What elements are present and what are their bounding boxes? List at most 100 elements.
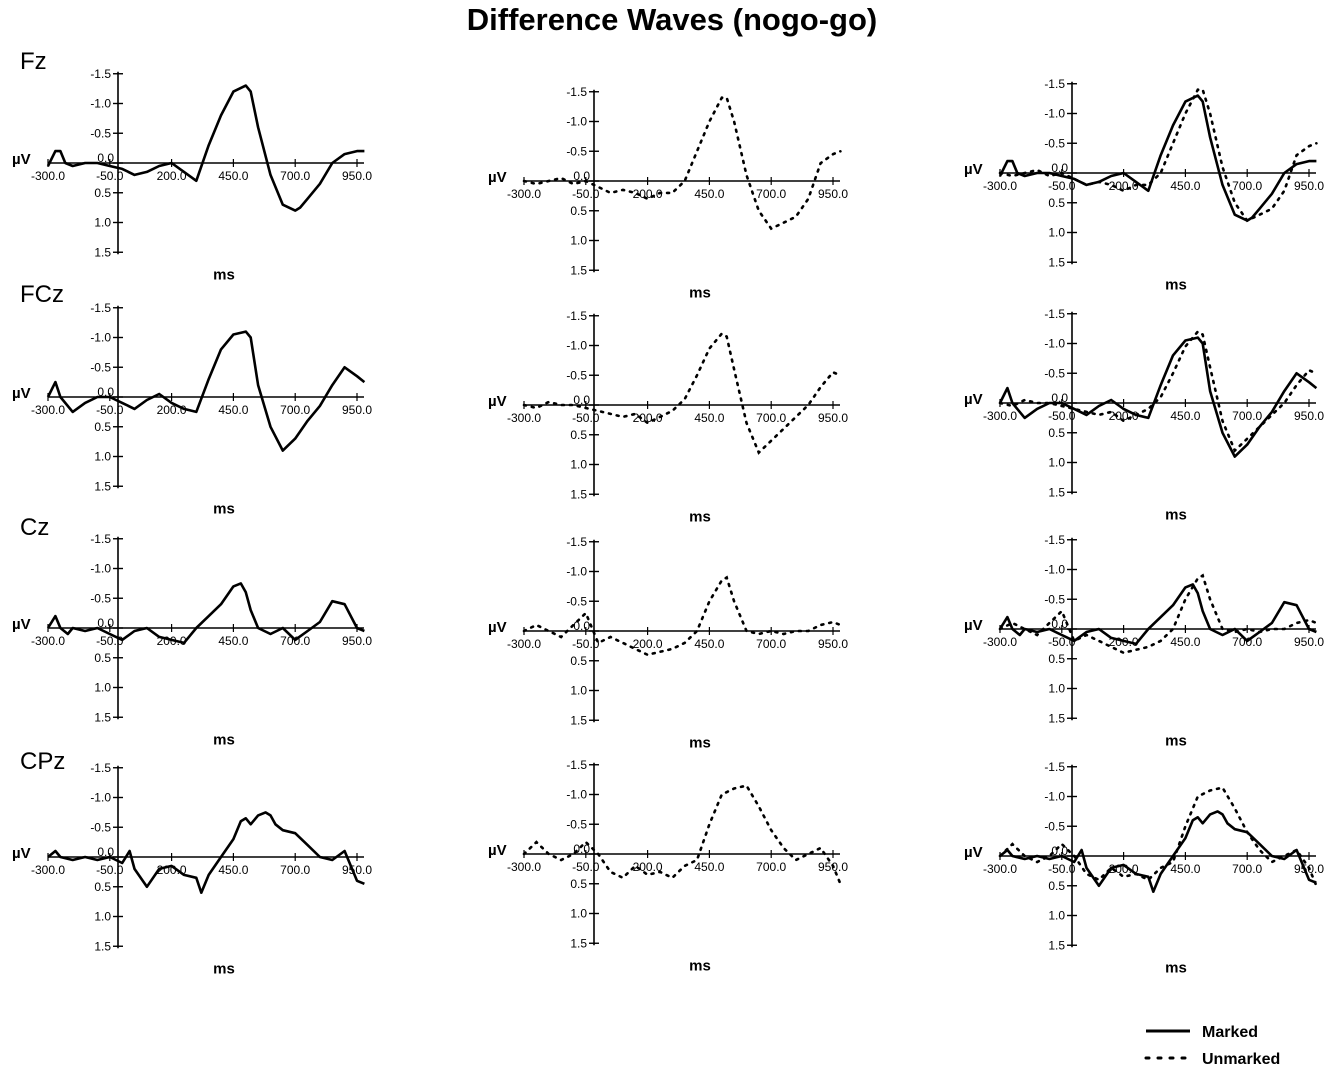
legend-label-unmarked: Unmarked bbox=[1202, 1051, 1280, 1067]
y-axis-label: µV bbox=[488, 619, 507, 636]
series-unmarked-line bbox=[998, 88, 1318, 223]
y-tick-label: 1.0 bbox=[94, 681, 111, 695]
y-tick-label: -1.5 bbox=[1044, 77, 1065, 91]
x-tick-label: 950.0 bbox=[342, 403, 372, 417]
y-axis-label: µV bbox=[488, 169, 507, 186]
y-tick-label: -1.5 bbox=[90, 301, 111, 315]
chart-title: Difference Waves (nogo-go) bbox=[466, 2, 878, 37]
x-tick-label: -300.0 bbox=[983, 635, 1017, 649]
y-tick-label: -1.5 bbox=[1044, 307, 1065, 321]
y-tick-label: 1.0 bbox=[1048, 682, 1065, 696]
y-tick-label: -1.0 bbox=[566, 339, 587, 353]
x-tick-label: -300.0 bbox=[31, 863, 65, 877]
panel-fz-2: -1.5-1.0-0.50.00.51.01.5-300.0 -50.0 200.0… bbox=[488, 85, 848, 302]
y-tick-label: 0.0 bbox=[1051, 161, 1068, 175]
row-label-cpz: CPz bbox=[20, 748, 66, 775]
panel-fcz-1: -1.5-1.0-0.50.00.51.01.5-300.0 -50.0 200.0… bbox=[12, 301, 372, 518]
x-tick-label: 200.0 bbox=[633, 860, 663, 874]
y-tick-label: -0.5 bbox=[1044, 366, 1065, 380]
y-tick-label: -0.5 bbox=[90, 360, 111, 374]
y-tick-label: -1.0 bbox=[1044, 107, 1065, 121]
y-tick-label: 1.5 bbox=[570, 263, 587, 277]
y-axis-label: µV bbox=[12, 616, 31, 633]
y-tick-label: 1.5 bbox=[570, 936, 587, 950]
y-tick-label: 1.0 bbox=[570, 907, 587, 921]
y-axis-label: µV bbox=[488, 393, 507, 410]
x-tick-label: -300.0 bbox=[983, 862, 1017, 876]
x-tick-label: 950.0 bbox=[1294, 635, 1324, 649]
y-tick-label: 0.5 bbox=[570, 428, 587, 442]
panel-cz-2: -1.5 -1.0 -0.5 0.0 0.5 1.0 1.5 -300.0 -50.0 200.0… bbox=[488, 535, 848, 752]
series-marked-line bbox=[46, 330, 366, 452]
x-tick-label: -50.0 bbox=[96, 634, 124, 648]
x-axis-label: ms bbox=[1165, 732, 1187, 749]
x-tick-label: 950.0 bbox=[818, 411, 848, 425]
x-axis-label: ms bbox=[1165, 276, 1187, 293]
y-tick-label: -1.0 bbox=[566, 788, 587, 802]
series-unmarked-line bbox=[998, 786, 1318, 888]
x-tick-label: -300.0 bbox=[507, 860, 541, 874]
panel-fcz-3: -1.5-1.0-0.50.00.51.01.5-300.0 -50.0 200.0… bbox=[964, 307, 1324, 524]
y-axis-label: µV bbox=[488, 842, 507, 859]
x-tick-label: 950.0 bbox=[342, 169, 372, 183]
y-tick-label: -1.5 bbox=[566, 309, 587, 323]
x-tick-label: 700.0 bbox=[1232, 862, 1262, 876]
x-tick-label: 700.0 bbox=[280, 403, 310, 417]
y-axis-label: µV bbox=[964, 844, 983, 861]
x-tick-label: 200.0 bbox=[633, 411, 663, 425]
row-label-cz: Cz bbox=[20, 514, 50, 541]
x-tick-label: 700.0 bbox=[1232, 409, 1262, 423]
y-tick-label: -1.0 bbox=[90, 331, 111, 345]
y-axis-label: µV bbox=[12, 151, 31, 168]
y-tick-label: 0.0 bbox=[573, 393, 590, 407]
y-tick-label: 1.5 bbox=[1048, 485, 1065, 499]
y-tick-label: 1.5 bbox=[1048, 711, 1065, 725]
legend-label-marked: Marked bbox=[1202, 1024, 1258, 1041]
y-tick-label: -0.5 bbox=[566, 817, 587, 831]
x-tick-label: 450.0 bbox=[1170, 635, 1200, 649]
x-axis-label: ms bbox=[1165, 959, 1187, 976]
x-tick-label: 450.0 bbox=[218, 863, 248, 877]
series-unmarked-line bbox=[522, 575, 842, 657]
x-tick-label: -300.0 bbox=[983, 179, 1017, 193]
x-tick-label: 700.0 bbox=[1232, 179, 1262, 193]
y-tick-label: -1.0 bbox=[1044, 337, 1065, 351]
x-tick-label: 450.0 bbox=[694, 411, 724, 425]
x-tick-label: -50.0 bbox=[1048, 179, 1076, 193]
y-tick-label: 1.5 bbox=[570, 713, 587, 727]
panel-cz-1: -1.5-1.0-0.50.00.51.01.5-300.0 -50.0 200.0… bbox=[12, 532, 372, 749]
x-tick-label: 200.0 bbox=[633, 187, 663, 201]
y-tick-label: -1.5 bbox=[1044, 760, 1065, 774]
x-axis-label: ms bbox=[1165, 506, 1187, 523]
x-tick-label: 700.0 bbox=[280, 169, 310, 183]
x-tick-label: -50.0 bbox=[96, 863, 124, 877]
panel-fz-3: -1.5 -1.0 -0.5 0.0 0.5 1.0 1.5 -300.0 -50.0 200.0… bbox=[964, 77, 1324, 294]
x-tick-label: 200.0 bbox=[157, 403, 187, 417]
x-tick-label: -50.0 bbox=[572, 860, 600, 874]
x-tick-label: 450.0 bbox=[1170, 862, 1200, 876]
x-tick-label: 450.0 bbox=[1170, 409, 1200, 423]
x-tick-label: 700.0 bbox=[756, 411, 786, 425]
series-marked-line bbox=[46, 84, 365, 212]
y-tick-label: 1.5 bbox=[94, 479, 111, 493]
x-tick-label: -50.0 bbox=[572, 187, 600, 201]
x-axis-label: ms bbox=[213, 731, 235, 748]
y-axis-label: µV bbox=[964, 161, 983, 178]
panel-cpz-2: -1.5-1.0-0.50.00.51.01.5-300.0 -50.0 200.0… bbox=[488, 758, 848, 975]
x-tick-label: -300.0 bbox=[31, 169, 65, 183]
y-tick-label: 0.5 bbox=[94, 186, 111, 200]
y-tick-label: -1.5 bbox=[90, 67, 111, 81]
y-tick-label: -1.0 bbox=[1044, 563, 1065, 577]
x-tick-label: -300.0 bbox=[983, 409, 1017, 423]
y-tick-label: -0.5 bbox=[1044, 819, 1065, 833]
y-tick-label: -1.0 bbox=[566, 565, 587, 579]
series-unmarked-line bbox=[998, 573, 1318, 655]
x-tick-label: 450.0 bbox=[218, 403, 248, 417]
y-axis-label: µV bbox=[964, 617, 983, 634]
y-tick-label: 1.5 bbox=[1048, 938, 1065, 952]
y-tick-label: 1.0 bbox=[570, 234, 587, 248]
x-tick-label: 700.0 bbox=[756, 187, 786, 201]
x-axis-label: ms bbox=[213, 500, 235, 517]
x-tick-label: 450.0 bbox=[694, 637, 724, 651]
x-tick-label: 200.0 bbox=[1109, 179, 1139, 193]
